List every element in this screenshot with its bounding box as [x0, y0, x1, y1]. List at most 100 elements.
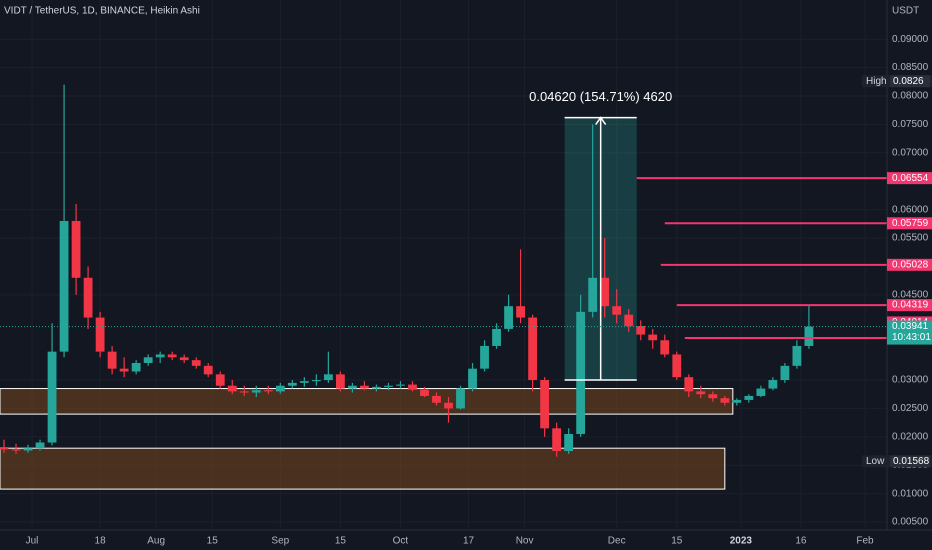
x-tick-label: Sep — [271, 536, 289, 547]
price-tag — [887, 258, 932, 271]
x-tick-label: 18 — [95, 536, 107, 547]
support-zone — [0, 388, 734, 415]
candle-body — [95, 317, 105, 352]
candle-body — [23, 448, 33, 451]
x-tick-label: Dec — [608, 536, 626, 547]
candle-body — [588, 277, 598, 312]
candle-body — [360, 385, 369, 389]
candle-body — [420, 389, 429, 396]
candle-body — [143, 357, 153, 363]
last-price-tag — [887, 320, 932, 345]
price-tag-label: 0.04319 — [892, 300, 929, 311]
last-price-label: 0.03941 — [892, 321, 929, 332]
candle-body — [612, 306, 622, 315]
y-tick-label: 0.08500 — [892, 62, 929, 73]
candle-body — [444, 402, 453, 409]
x-tick-label: 2023 — [730, 536, 753, 547]
candle-body — [251, 390, 261, 393]
candle-body — [456, 388, 465, 409]
y-tick-label: 0.07000 — [892, 147, 929, 158]
support-zone — [0, 447, 726, 490]
candle-body — [347, 385, 357, 389]
candle-body — [299, 381, 309, 383]
candle-body — [372, 386, 381, 389]
extreme-tag-name: High — [866, 76, 887, 87]
candle-body — [107, 351, 117, 369]
candle-body — [600, 277, 610, 307]
price-tag — [887, 217, 932, 230]
x-tick-label: Feb — [856, 536, 874, 547]
candle-body — [11, 449, 21, 451]
y-tick-label: 0.05500 — [892, 233, 929, 244]
candle-body — [564, 433, 574, 452]
candle-body — [660, 340, 670, 355]
price-tag — [887, 172, 932, 185]
candle-body — [239, 391, 249, 393]
candle-body — [792, 345, 802, 366]
currency-label: USDT — [892, 6, 919, 17]
candle-body — [768, 380, 778, 389]
candle-body — [227, 385, 237, 392]
candle-body — [720, 398, 730, 403]
y-tick-label: 0.06000 — [892, 204, 929, 215]
x-tick-label: 16 — [795, 536, 807, 547]
candle-body — [696, 391, 706, 395]
chart-title: VIDT / TetherUS, 1D, BINANCE, Heikin Ash… — [4, 6, 200, 17]
x-tick-label: Aug — [147, 536, 165, 547]
candle-body — [179, 357, 189, 361]
x-tick-label: 17 — [463, 536, 475, 547]
candle-body — [552, 428, 562, 452]
candle-body — [215, 374, 225, 386]
candle-body — [323, 374, 333, 381]
candle-body — [408, 384, 417, 390]
candle-body — [540, 380, 550, 429]
y-tick-label: 0.08000 — [892, 91, 929, 102]
candle-body — [203, 365, 213, 375]
candle-body — [528, 317, 538, 381]
candle-body — [275, 385, 285, 392]
candle-body — [47, 351, 57, 443]
y-tick-label: 0.04500 — [892, 289, 929, 300]
candle-body — [516, 306, 525, 318]
x-tick-label: 15 — [671, 536, 683, 547]
candle-body — [71, 220, 81, 278]
candle-body — [732, 399, 742, 403]
y-tick-label: 0.09000 — [892, 34, 929, 45]
y-tick-label: 0.07500 — [892, 119, 929, 130]
candle-body — [384, 385, 393, 387]
candle-body — [59, 220, 69, 352]
candle-body — [83, 277, 93, 318]
candle-body — [155, 354, 165, 358]
x-tick-label: Nov — [516, 536, 534, 547]
candle-body — [672, 354, 682, 378]
candle-body — [576, 311, 586, 434]
price-tag-label: 0.05759 — [892, 218, 929, 229]
extreme-tag-value-bg — [890, 75, 930, 88]
candle-body — [263, 390, 273, 392]
candle-body — [287, 382, 297, 386]
candle-body — [492, 328, 501, 346]
candle-body — [756, 388, 766, 396]
candle-body — [119, 368, 129, 372]
candle-body — [311, 380, 321, 382]
y-tick-label: 0.00500 — [892, 517, 929, 528]
y-tick-label: 0.03000 — [892, 375, 929, 386]
y-tick-label: 0.02000 — [892, 431, 929, 442]
candle-body — [636, 326, 646, 335]
candle-body — [480, 345, 489, 369]
candle-body — [780, 365, 790, 381]
price-tag — [887, 299, 932, 312]
candle-body — [504, 306, 513, 329]
candle-body — [684, 377, 694, 392]
candle-body — [744, 395, 754, 400]
extreme-tag-value: 0.01568 — [893, 456, 930, 467]
measure-arrowhead — [595, 116, 607, 126]
candle-body — [191, 360, 201, 366]
candle-body — [468, 368, 477, 389]
y-tick-label: 0.02500 — [892, 403, 929, 414]
extreme-tag-name: Low — [866, 456, 885, 467]
candle-body — [804, 326, 814, 346]
price-tag-label: 0.06554 — [892, 173, 929, 184]
extreme-tag-value: 0.0826 — [893, 76, 924, 87]
